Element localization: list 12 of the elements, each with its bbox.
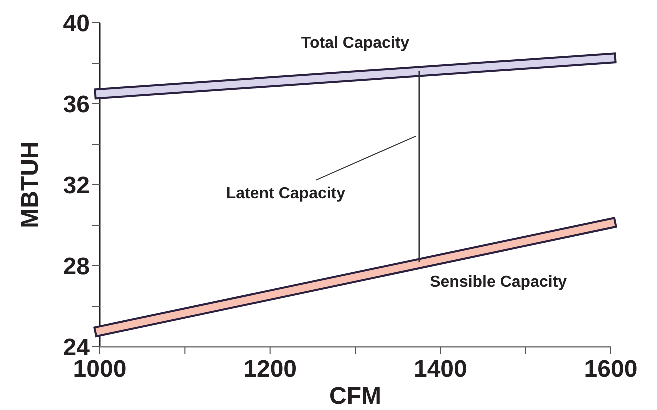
series-label: Total Capacity xyxy=(301,35,410,52)
x-tick-label: 1200 xyxy=(244,356,298,383)
x-tick-label: 1400 xyxy=(414,356,468,383)
series-label: Sensible Capacity xyxy=(430,274,568,292)
x-axis-title: CFM xyxy=(330,383,382,410)
y-tick-label: 40 xyxy=(63,10,90,38)
y-tick-label: 32 xyxy=(63,172,90,200)
y-axis-title: MBTUH xyxy=(17,142,44,228)
x-tick-label: 1600 xyxy=(584,356,638,383)
y-tick-label: 36 xyxy=(63,91,90,118)
annotation: Latent Capacity xyxy=(226,185,346,202)
y-tick-label: 28 xyxy=(63,253,90,280)
